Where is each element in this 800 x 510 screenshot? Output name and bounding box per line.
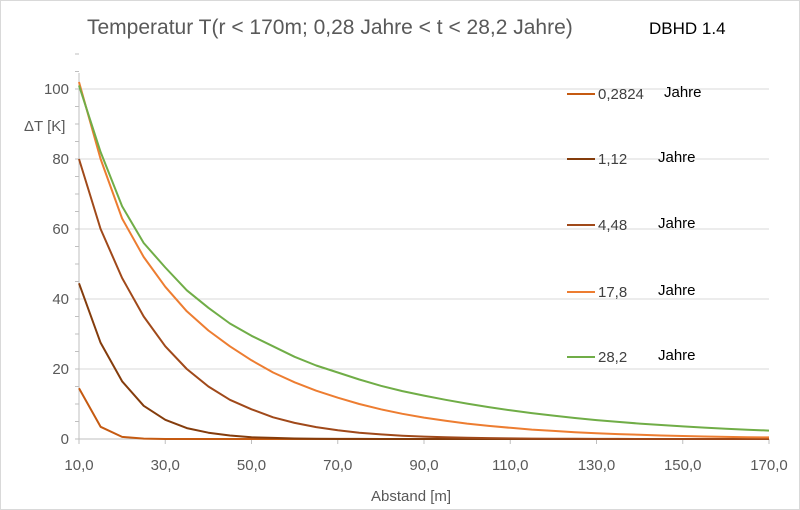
gridlines xyxy=(79,88,769,370)
y-tick-label: 20 xyxy=(52,361,69,378)
x-tick-label: 70,0 xyxy=(323,457,352,474)
chart-subtitle: DBHD 1.4 xyxy=(649,19,726,38)
series-lines xyxy=(78,81,770,440)
x-tick-label: 30,0 xyxy=(151,457,180,474)
x-tick-label: 90,0 xyxy=(409,457,438,474)
x-tick-labels: 10,0 30,0 50,0 70,0 90,0 110,0 130,0 150,0 170,0 xyxy=(64,457,787,474)
y-axis-label: ΔT [K] xyxy=(24,118,65,135)
legend-unit: Jahre xyxy=(658,282,696,299)
legend: 0,2824 Jahre 1,12 Jahre 4,48 Jahre 17,8 Jahre 28… xyxy=(567,84,702,366)
legend-label: 1,12 xyxy=(598,151,627,168)
legend-label: 28,2 xyxy=(598,349,627,366)
x-tick-label: 110,0 xyxy=(492,457,528,474)
x-tick-label: 10,0 xyxy=(64,457,93,474)
x-axis-label: Abstand [m] xyxy=(371,488,451,505)
x-tick-label: 50,0 xyxy=(237,457,266,474)
x-tick-label: 170,0 xyxy=(750,457,788,474)
legend-unit: Jahre xyxy=(658,149,696,166)
y-tick-label: 80 xyxy=(52,151,69,168)
chart-title: Temperatur T(r < 170m; 0,28 Jahre < t < … xyxy=(87,16,573,39)
series-line-5 xyxy=(78,85,770,432)
legend-unit: Jahre xyxy=(664,84,702,101)
series-line-3 xyxy=(78,158,769,440)
legend-unit: Jahre xyxy=(658,215,696,232)
series-line-4 xyxy=(78,81,770,439)
axes xyxy=(75,53,770,444)
legend-label: 4,48 xyxy=(598,217,627,234)
y-tick-label: 60 xyxy=(52,221,69,238)
y-tick-label: 40 xyxy=(52,291,69,308)
x-tick-label: 150,0 xyxy=(664,457,702,474)
y-tick-labels: 0 20 40 60 80 100 xyxy=(44,81,69,448)
legend-label: 0,2824 xyxy=(598,86,644,103)
y-tick-label: 0 xyxy=(61,431,69,448)
legend-unit: Jahre xyxy=(658,347,696,364)
legend-label: 17,8 xyxy=(598,284,627,301)
y-tick-label: 100 xyxy=(44,81,69,98)
x-tick-label: 130,0 xyxy=(578,457,616,474)
